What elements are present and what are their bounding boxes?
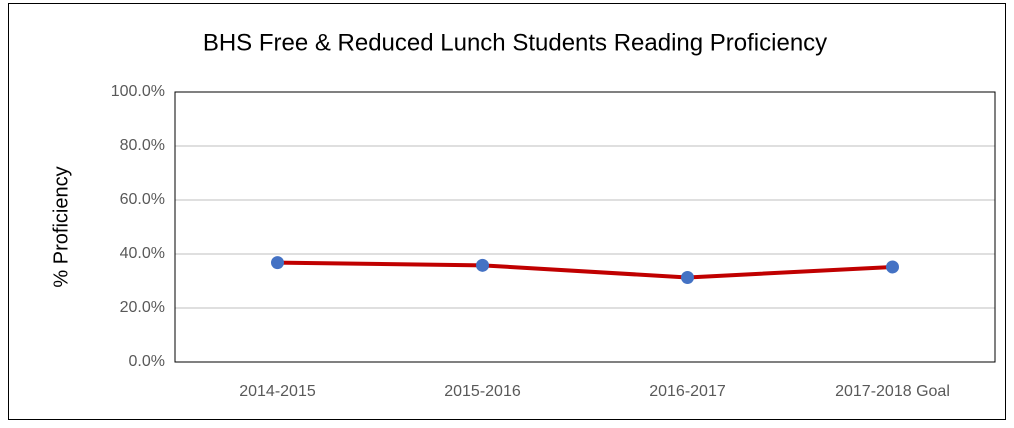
y-tick-label: 80.0%	[120, 137, 165, 154]
data-line	[277, 260, 893, 280]
y-tick-label: 20.0%	[120, 299, 165, 316]
x-tick-label: 2017-2018 Goal	[835, 383, 950, 400]
y-tick-label: 100.0%	[111, 83, 165, 100]
x-tick-label: 2015-2016	[444, 383, 521, 400]
y-tick-label: 0.0%	[129, 353, 165, 370]
x-tick-label: 2014-2015	[239, 383, 316, 400]
y-axis-label: % Proficiency	[50, 166, 72, 287]
x-tick-label: 2016-2017	[649, 383, 726, 400]
data-point	[476, 258, 489, 272]
data-point	[271, 256, 284, 270]
y-tick-label: 40.0%	[120, 245, 165, 262]
data-point	[681, 270, 694, 284]
chart-title: BHS Free & Reduced Lunch Students Readin…	[203, 29, 827, 56]
data-point	[886, 260, 899, 274]
plot-frame	[174, 91, 996, 363]
y-tick-label: 60.0%	[120, 191, 165, 208]
